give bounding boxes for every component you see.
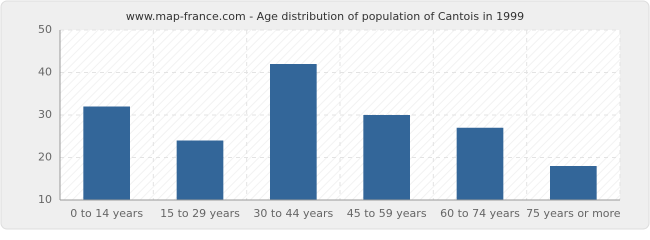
chart-title: www.map-france.com - Age distribution of… (126, 10, 524, 23)
y-tick-label: 50 (38, 23, 52, 36)
bar (456, 127, 504, 200)
x-tick-label: 0 to 14 years (70, 207, 143, 220)
chart: www.map-france.com - Age distribution of… (0, 0, 650, 230)
y-tick-label: 40 (38, 66, 52, 79)
bar (176, 140, 224, 200)
y-tick-label: 30 (38, 108, 52, 121)
x-tick-label: 75 years or more (526, 207, 621, 220)
x-tick-label: 15 to 29 years (160, 207, 240, 220)
y-tick-label: 20 (38, 151, 52, 164)
bar (270, 64, 317, 200)
bar (363, 115, 410, 200)
bar (550, 166, 597, 200)
x-tick-label: 30 to 44 years (253, 207, 333, 220)
y-tick-label: 10 (38, 193, 52, 206)
bar (83, 106, 130, 200)
x-tick-label: 45 to 59 years (347, 207, 427, 220)
x-tick-label: 60 to 74 years (440, 207, 520, 220)
